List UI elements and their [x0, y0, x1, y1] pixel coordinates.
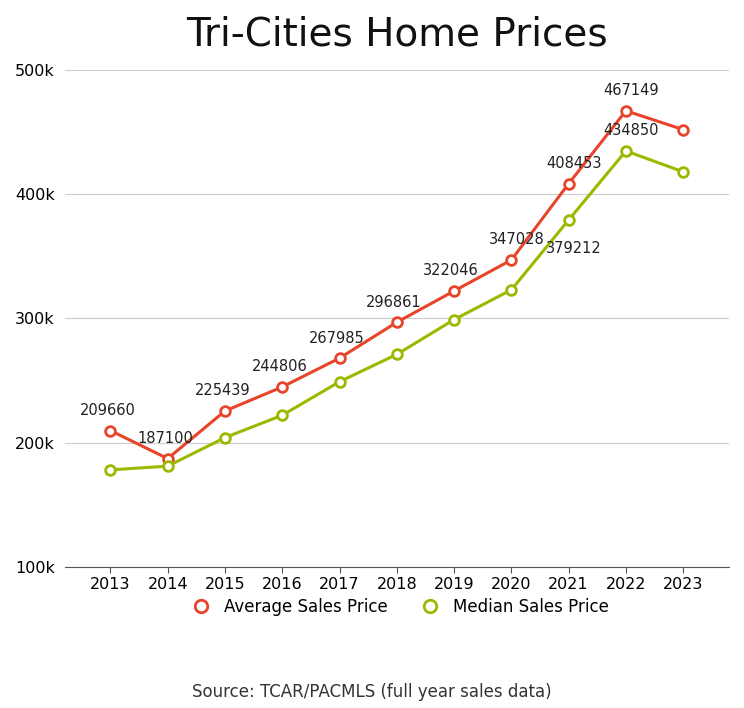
- Text: Source: TCAR/PACMLS (full year sales data): Source: TCAR/PACMLS (full year sales dat…: [192, 683, 552, 702]
- Average Sales Price: [106, 426, 115, 435]
- Text: 347028: 347028: [489, 232, 545, 248]
- Average Sales Price: [278, 382, 286, 391]
- Average Sales Price: [564, 179, 573, 188]
- Median Sales Price: [220, 433, 229, 442]
- Text: 379212: 379212: [546, 241, 602, 256]
- Average Sales Price: [507, 256, 516, 264]
- Text: 244806: 244806: [251, 360, 307, 375]
- Average Sales Price: [392, 318, 401, 326]
- Text: 322046: 322046: [423, 263, 479, 278]
- Median Sales Price: [449, 315, 458, 324]
- Median Sales Price: [278, 411, 286, 419]
- Text: 267985: 267985: [309, 331, 365, 346]
- Text: 408453: 408453: [546, 156, 602, 171]
- Line: Median Sales Price: Median Sales Price: [106, 146, 688, 475]
- Text: 467149: 467149: [603, 84, 659, 98]
- Average Sales Price: [220, 406, 229, 415]
- Median Sales Price: [564, 216, 573, 224]
- Text: 209660: 209660: [80, 403, 135, 418]
- Average Sales Price: [163, 455, 172, 463]
- Text: 225439: 225439: [194, 384, 250, 399]
- Line: Average Sales Price: Average Sales Price: [106, 106, 688, 464]
- Median Sales Price: [106, 466, 115, 474]
- Average Sales Price: [679, 125, 687, 134]
- Median Sales Price: [679, 168, 687, 176]
- Text: 296861: 296861: [366, 295, 422, 310]
- Text: 434850: 434850: [603, 123, 659, 138]
- Legend: Average Sales Price, Median Sales Price: Average Sales Price, Median Sales Price: [178, 592, 616, 623]
- Title: Tri-Cities Home Prices: Tri-Cities Home Prices: [186, 15, 608, 53]
- Text: 187100: 187100: [137, 431, 193, 446]
- Median Sales Price: [621, 147, 630, 155]
- Average Sales Price: [449, 287, 458, 295]
- Median Sales Price: [163, 462, 172, 470]
- Median Sales Price: [335, 377, 344, 386]
- Median Sales Price: [507, 285, 516, 294]
- Average Sales Price: [335, 354, 344, 362]
- Average Sales Price: [621, 106, 630, 115]
- Median Sales Price: [392, 350, 401, 359]
